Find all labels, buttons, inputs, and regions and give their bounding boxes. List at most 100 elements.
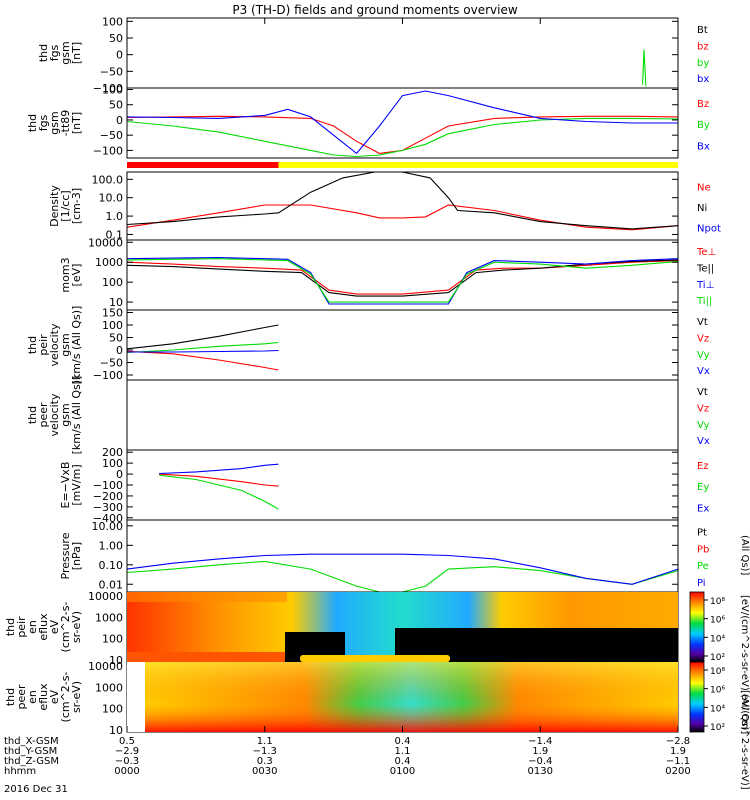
panel-2: 100 50 0 −50 −100 thdfgsgsm-tt89[nT] Bz By Bx xyxy=(26,84,710,159)
status-segment xyxy=(278,162,678,168)
colorbar-tick-label: 10² xyxy=(710,723,725,733)
series-Pi xyxy=(126,553,679,585)
panel-4: 10000 1000 100 10 mom3[eV] Te⊥ Te|| Ti⊥ Ti|| xyxy=(59,236,716,311)
y-tick-label: −50 xyxy=(100,129,123,142)
x-row-label: hhmm xyxy=(4,766,36,777)
series-Pe xyxy=(126,560,679,593)
y-tick-label: 0.01 xyxy=(99,578,124,591)
y-tick-label: 50 xyxy=(109,99,123,112)
y-tick-label: 100 xyxy=(102,703,123,716)
spectrogram-peer xyxy=(127,655,678,732)
legend-Vt: Vt xyxy=(697,387,708,398)
x-tick-label: 0.5 xyxy=(119,736,135,747)
y-tick-label: 0 xyxy=(116,468,123,481)
y-tick-label: 50 xyxy=(109,332,123,345)
series-by xyxy=(642,49,647,87)
y-tick-label: −200 xyxy=(93,490,123,503)
x-tick-label: 0.4 xyxy=(395,756,411,767)
y-axis-label: mom3[eV] xyxy=(59,257,83,292)
panel-1: 100 50 0 −50 −100 thdfgsgsm[nT] Bt bz by bx xyxy=(37,15,709,95)
spectrogram-peir xyxy=(127,592,678,662)
legend-Vx: Vx xyxy=(697,436,710,447)
legend-Pe: Pe xyxy=(697,561,709,572)
y-tick-label: 0.10 xyxy=(99,559,124,572)
y-axis-label: thdpeirenefluxeV(cm^2-s-sr-eV) xyxy=(4,602,83,653)
legend-bz: bz xyxy=(697,41,709,52)
y-tick-label: 200 xyxy=(102,446,123,459)
y-tick-label: 100.0 xyxy=(92,173,124,186)
legend-Bt: Bt xyxy=(697,25,708,36)
y-axis-label: Pressure[nPa] xyxy=(59,532,83,579)
x-tick-label: 1.9 xyxy=(532,746,548,757)
series-Vx xyxy=(127,349,279,353)
panel-frame xyxy=(126,171,679,241)
colorbar-tick-label: 10⁴ xyxy=(710,634,725,644)
y-tick-label: 50 xyxy=(109,32,123,45)
y-tick-label: 0 xyxy=(116,344,123,357)
panel-frame xyxy=(126,449,679,521)
y-tick-label: −50 xyxy=(100,357,123,370)
x-row-label: thd_Z-GSM xyxy=(4,756,59,767)
series-Vz xyxy=(126,350,279,371)
y-axis-label: thdpeervelocitygsm[km/s (All Qs)] xyxy=(26,376,83,455)
x-tick-label: −0.3 xyxy=(115,756,139,767)
legend-Ez: Ez xyxy=(697,461,709,472)
legend-Pt: Pt xyxy=(697,528,707,539)
x-row-label: thd_X-GSM xyxy=(4,736,59,747)
legend-Vy: Vy xyxy=(697,420,710,431)
colorbar-label-top: [eV/(cm^2-s-sr-eV) (All Qs)] xyxy=(739,595,750,734)
y-tick-label: 10 xyxy=(109,654,123,667)
x-tick-label: 0.4 xyxy=(395,736,411,747)
y-tick-label: 1000 xyxy=(95,611,123,624)
y-tick-label: −100 xyxy=(93,369,123,382)
y-tick-label: 0 xyxy=(116,49,123,62)
x-tick-label: 0030 xyxy=(252,766,277,777)
colorbar-tick-label: 10⁸ xyxy=(710,667,725,677)
series-Ti⊥ xyxy=(126,257,679,305)
y-tick-label: 0.1 xyxy=(106,228,124,241)
legend-Ti⊥: Ti⊥ xyxy=(696,280,714,291)
y-tick-label: 10 xyxy=(109,296,123,309)
series-Ni xyxy=(126,171,679,230)
legend-Vy: Vy xyxy=(697,350,710,361)
colorbar-tick-label: 10⁶ xyxy=(710,616,725,626)
legend-Vz: Vz xyxy=(697,333,709,344)
y-tick-label: −50 xyxy=(100,65,123,78)
legend-Ey: Ey xyxy=(697,482,709,493)
y-tick-label: 1.00 xyxy=(99,539,124,552)
legend-Npot: Npot xyxy=(697,224,721,235)
y-tick-label: 100 xyxy=(102,84,123,97)
panel-frame xyxy=(126,379,679,451)
legend-Ne: Ne xyxy=(697,182,711,193)
x-tick-label: 0.3 xyxy=(257,756,273,767)
y-axis-label: thdpeerenefluxeV(cm^2-s-sr-eV) xyxy=(4,672,83,723)
colorbar-tick-label: 10⁴ xyxy=(710,704,725,714)
y-tick-label: 1000 xyxy=(95,681,123,694)
colorbar xyxy=(689,591,705,733)
colorbar-tick-label: 10⁶ xyxy=(710,686,725,696)
y-tick-label: 10.00 xyxy=(92,520,124,533)
series-Ex xyxy=(159,463,279,475)
y-tick-label: 10000 xyxy=(88,236,123,249)
y-tick-label: 100 xyxy=(102,276,123,289)
x-tick-label: −1.4 xyxy=(528,736,552,747)
panel-6: thdpeervelocitygsm[km/s (All Qs)] Vt Vz Vy V… xyxy=(26,376,710,455)
x-tick-label: 0200 xyxy=(665,766,690,777)
legend-bx: bx xyxy=(697,74,709,85)
panel-frame xyxy=(126,17,679,89)
panel-3: 100.0 10.0 1.0 0.1 Density[1/cc][cm-3] Ne Ni Np… xyxy=(48,171,721,241)
date-label: 2016 Dec 31 xyxy=(4,784,68,795)
y-tick-label: 100 xyxy=(102,319,123,332)
panel-10: 10000 1000 100 10 thdpeerenefluxeV(cm^2-s-sr… xyxy=(4,660,679,737)
x-tick-label: 0130 xyxy=(528,766,553,777)
colorbar-tick-label: 10⁸ xyxy=(710,597,725,607)
y-axis-label: E=−VxB[mV/m] xyxy=(59,462,83,509)
series-Ey xyxy=(159,474,279,510)
panel-frame xyxy=(126,309,679,381)
y-tick-label: 150 xyxy=(102,307,123,320)
y-tick-label: 100 xyxy=(102,457,123,470)
legend-Ex: Ex xyxy=(697,503,709,514)
legend-Ti||: Ti|| xyxy=(696,296,712,307)
